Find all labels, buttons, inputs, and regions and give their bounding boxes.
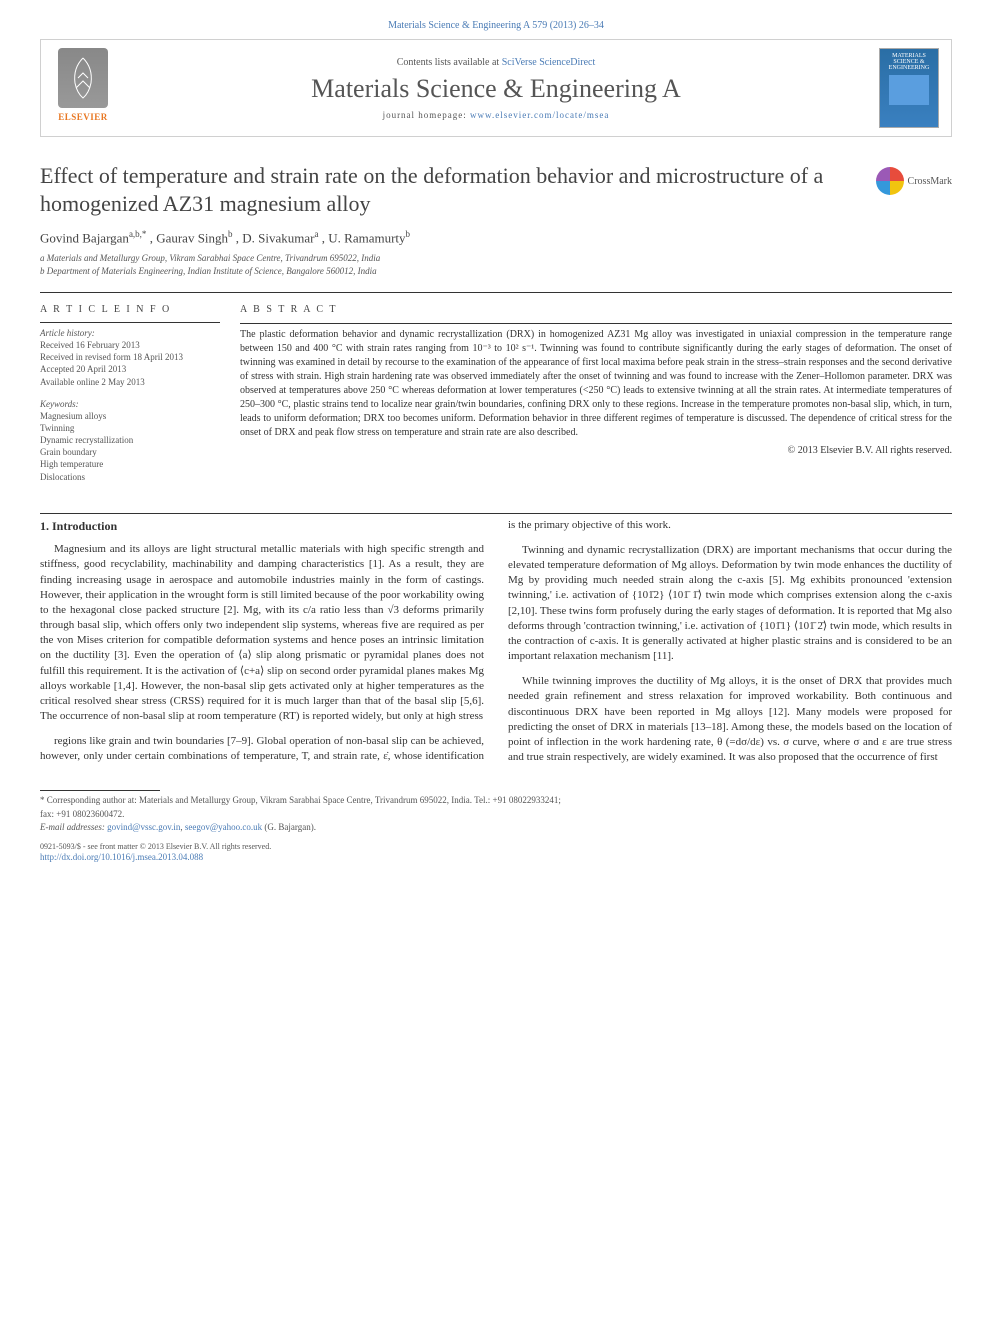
keyword: Dynamic recrystallization bbox=[40, 434, 220, 446]
author-1: Govind Bajargan bbox=[40, 230, 129, 245]
author-4-aff: b bbox=[406, 229, 411, 239]
email-link-1[interactable]: govind@vssc.gov.in bbox=[107, 822, 180, 832]
email-label: E-mail addresses: bbox=[40, 822, 105, 832]
article-title: Effect of temperature and strain rate on… bbox=[40, 162, 856, 217]
homepage-link[interactable]: www.elsevier.com/locate/msea bbox=[470, 110, 609, 120]
affiliation-a: a Materials and Metallurgy Group, Vikram… bbox=[40, 252, 952, 265]
email-attr: (G. Bajargan). bbox=[262, 822, 316, 832]
header-box: ELSEVIER Contents lists available at Sci… bbox=[40, 39, 952, 137]
keyword: Twinning bbox=[40, 422, 220, 434]
corresponding-author: * Corresponding author at: Materials and… bbox=[40, 795, 952, 807]
publisher-logo[interactable]: ELSEVIER bbox=[53, 48, 113, 128]
crossmark-label: CrossMark bbox=[908, 176, 952, 187]
doi-line: http://dx.doi.org/10.1016/j.msea.2013.04… bbox=[40, 852, 952, 864]
elsevier-tree-icon bbox=[58, 48, 108, 108]
contents-label: Contents lists available at bbox=[397, 57, 499, 68]
body-columns: 1. Introduction Magnesium and its alloys… bbox=[40, 518, 952, 770]
article-info: A R T I C L E I N F O Article history: R… bbox=[40, 303, 240, 493]
journal-cover-thumb[interactable]: MATERIALS SCIENCE & ENGINEERING bbox=[879, 48, 939, 128]
emails: E-mail addresses: govind@vssc.gov.in, se… bbox=[40, 822, 952, 834]
abstract: A B S T R A C T The plastic deformation … bbox=[240, 303, 952, 493]
revised-date: Received in revised form 18 April 2013 bbox=[40, 351, 220, 363]
keyword: Grain boundary bbox=[40, 446, 220, 458]
body-paragraph: Magnesium and its alloys are light struc… bbox=[40, 542, 484, 724]
publisher-name: ELSEVIER bbox=[58, 112, 108, 122]
article-info-heading: A R T I C L E I N F O bbox=[40, 303, 220, 317]
homepage-line: journal homepage: www.elsevier.com/locat… bbox=[113, 110, 879, 120]
author-2-aff: b bbox=[228, 229, 233, 239]
crossmark-badge[interactable]: CrossMark bbox=[876, 167, 952, 195]
cover-title: MATERIALS SCIENCE & ENGINEERING bbox=[884, 53, 934, 71]
email-link-2[interactable]: seegov@yahoo.co.uk bbox=[185, 822, 262, 832]
authors: Govind Bajargana,b,* , Gaurav Singhb , D… bbox=[40, 229, 952, 246]
info-abstract-row: A R T I C L E I N F O Article history: R… bbox=[40, 303, 952, 493]
article-history: Article history: Received 16 February 20… bbox=[40, 327, 220, 388]
divider bbox=[40, 292, 952, 293]
author-4: , U. Ramamurty bbox=[322, 230, 406, 245]
issn-line: 0921-5093/$ - see front matter © 2013 El… bbox=[40, 842, 952, 852]
affiliation-b: b Department of Materials Engineering, I… bbox=[40, 265, 952, 278]
keywords: Keywords: Magnesium alloys Twinning Dyna… bbox=[40, 398, 220, 483]
affiliations: a Materials and Metallurgy Group, Vikram… bbox=[40, 252, 952, 277]
title-block: Effect of temperature and strain rate on… bbox=[40, 162, 952, 217]
doi-link[interactable]: http://dx.doi.org/10.1016/j.msea.2013.04… bbox=[40, 852, 203, 862]
abstract-heading: A B S T R A C T bbox=[240, 303, 952, 317]
author-1-aff: a,b,* bbox=[129, 229, 147, 239]
abstract-text: The plastic deformation behavior and dyn… bbox=[240, 328, 952, 440]
crossmark-icon bbox=[876, 167, 904, 195]
author-3-aff: a bbox=[315, 229, 319, 239]
footnote-divider bbox=[40, 790, 160, 791]
divider bbox=[40, 322, 220, 323]
history-label: Article history: bbox=[40, 327, 220, 339]
keyword: Magnesium alloys bbox=[40, 410, 220, 422]
footer: * Corresponding author at: Materials and… bbox=[40, 790, 952, 864]
author-2: , Gaurav Singh bbox=[150, 230, 228, 245]
keyword: High temperature bbox=[40, 458, 220, 470]
abstract-copyright: © 2013 Elsevier B.V. All rights reserved… bbox=[240, 444, 952, 458]
body-paragraph: Twinning and dynamic recrystallization (… bbox=[508, 543, 952, 664]
cover-image-icon bbox=[889, 75, 929, 105]
received-date: Received 16 February 2013 bbox=[40, 339, 220, 351]
fax: fax: +91 08023600472. bbox=[40, 809, 952, 821]
keywords-label: Keywords: bbox=[40, 398, 220, 410]
divider bbox=[40, 513, 952, 514]
sciencedirect-link[interactable]: SciVerse ScienceDirect bbox=[502, 57, 596, 68]
accepted-date: Accepted 20 April 2013 bbox=[40, 363, 220, 375]
body-paragraph: While twinning improves the ductility of… bbox=[508, 674, 952, 765]
online-date: Available online 2 May 2013 bbox=[40, 376, 220, 388]
journal-ref-link[interactable]: Materials Science & Engineering A 579 (2… bbox=[40, 20, 952, 31]
divider bbox=[240, 323, 952, 324]
homepage-label: journal homepage: bbox=[383, 110, 467, 120]
contents-line: Contents lists available at SciVerse Sci… bbox=[113, 57, 879, 68]
author-3: , D. Sivakumar bbox=[236, 230, 315, 245]
section-heading-intro: 1. Introduction bbox=[40, 518, 484, 535]
header-center: Contents lists available at SciVerse Sci… bbox=[113, 57, 879, 120]
journal-name: Materials Science & Engineering A bbox=[113, 74, 879, 104]
keyword: Dislocations bbox=[40, 471, 220, 483]
